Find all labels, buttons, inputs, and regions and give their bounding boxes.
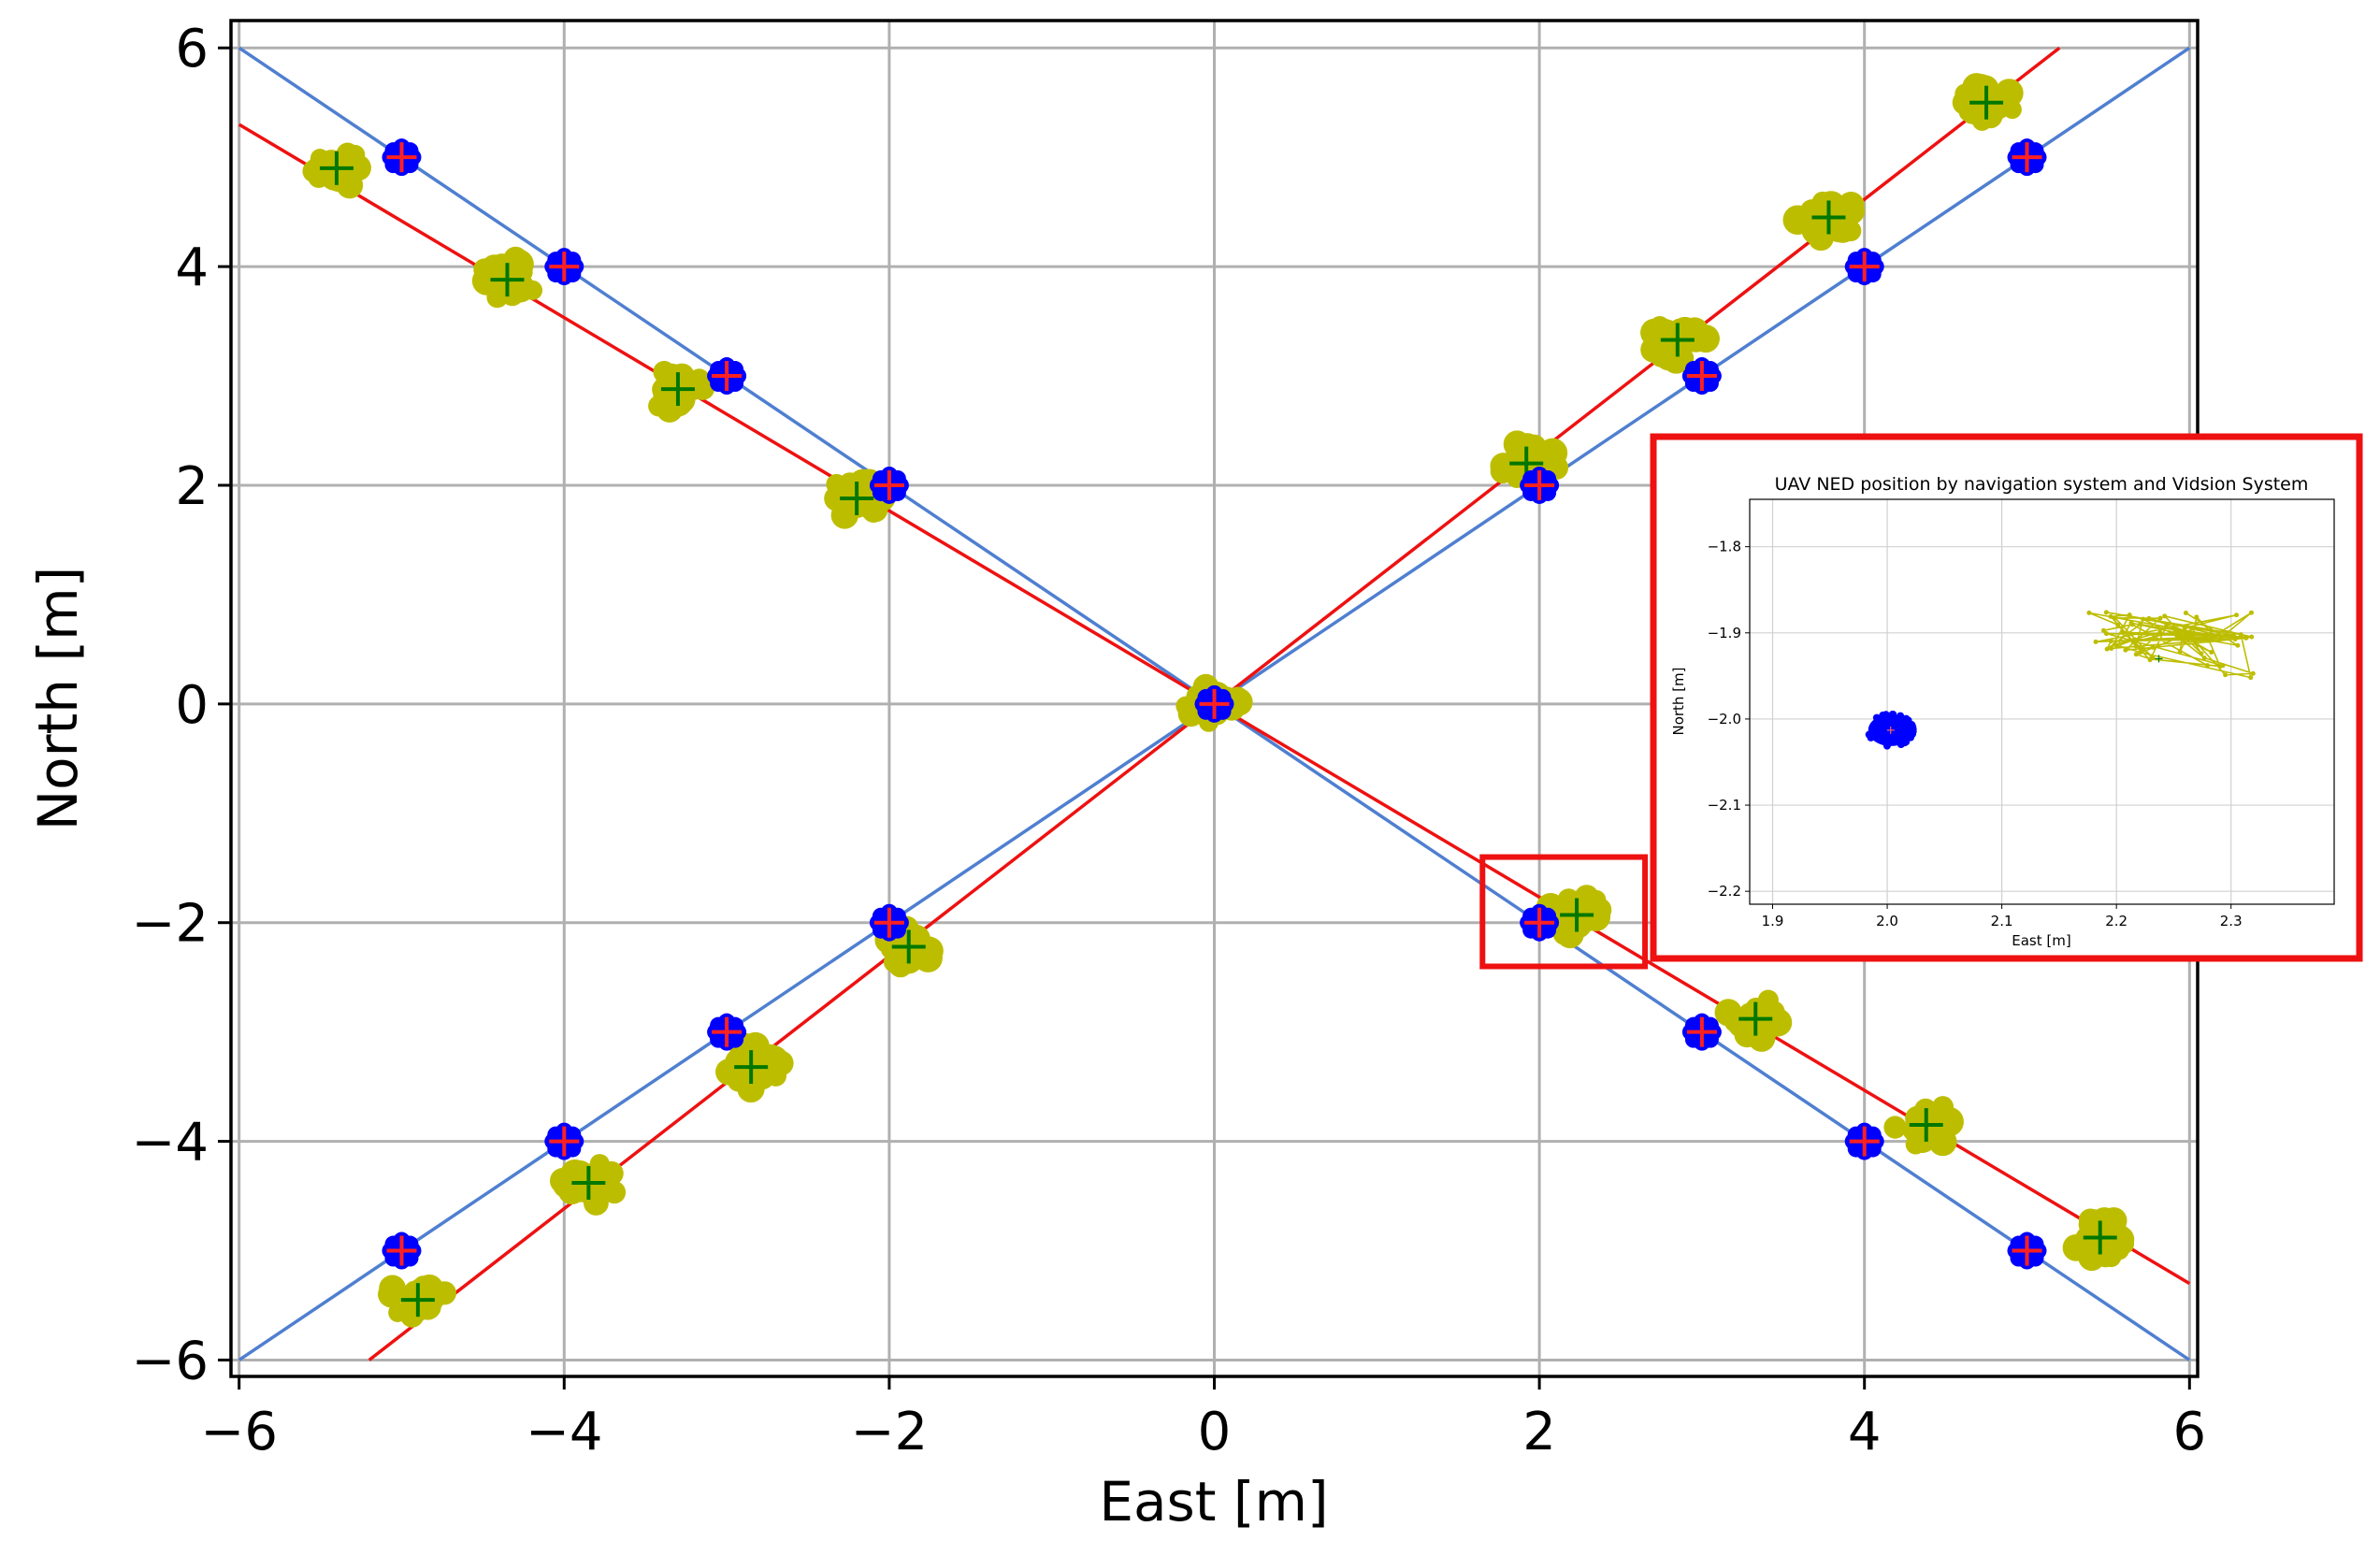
inset-navigation-cluster	[1865, 710, 1917, 750]
vision-point	[648, 360, 715, 423]
inset-x-tick-label: 2.2	[2105, 913, 2128, 929]
inset-x-tick-label: 2.0	[1876, 913, 1898, 929]
inset-x-ticks: 1.9 2.0 2.1 2.2 2.3	[1762, 904, 2243, 929]
x-axis-label: East [m]	[1099, 1470, 1328, 1534]
vision-point	[549, 1154, 627, 1216]
vision-point	[1640, 315, 1720, 374]
inset-vision-cluster	[2086, 610, 2256, 681]
navigation-point	[1520, 903, 1560, 942]
vision-point	[1714, 989, 1793, 1052]
inset-y-axis-label: North [m]	[1670, 667, 1687, 735]
x-tick-label: 4	[1848, 1402, 1882, 1462]
inset-x-tick-label: 2.3	[2220, 913, 2243, 929]
navigation-point	[382, 1231, 422, 1270]
inset-grid	[1750, 499, 2334, 904]
navigation-point	[382, 138, 422, 177]
vision-point	[1782, 191, 1866, 252]
navigation-point	[2007, 138, 2047, 177]
zoom-highlight-box	[1479, 854, 1649, 970]
vision-point	[471, 246, 543, 309]
navigation-point	[544, 1122, 584, 1160]
vision-point	[2062, 1207, 2135, 1272]
y-tick-label: −2	[131, 894, 209, 955]
y-tick-label: 0	[175, 675, 209, 736]
inset-panel: UAV NED position by navigation system an…	[1650, 433, 2363, 962]
inset-y-ticks: −2.2 −2.1 −2.0 −1.9 −1.8	[1708, 539, 1750, 900]
vision-point	[1952, 73, 2024, 131]
navigation-point	[1681, 1013, 1722, 1051]
x-tick-label: −4	[526, 1402, 603, 1462]
navigation-point	[544, 248, 584, 286]
main-navigation-series	[382, 138, 2047, 1270]
navigation-point	[1194, 684, 1234, 723]
inset-plot-frame	[1749, 498, 2335, 905]
inset-background	[1650, 433, 2363, 962]
y-tick-label: −6	[131, 1331, 209, 1391]
inset-x-tick-label: 2.1	[1991, 913, 2013, 929]
y-axis-label: North [m]	[26, 567, 90, 830]
vision-point	[1536, 885, 1612, 949]
x-tick-label: 0	[1198, 1402, 1232, 1462]
x-tick-label: −2	[851, 1402, 929, 1462]
inset-y-tick-label: −1.8	[1708, 539, 1741, 555]
navigation-point	[707, 357, 747, 396]
inset-x-axis-label: East [m]	[2012, 932, 2070, 949]
navigation-point	[869, 466, 909, 504]
navigation-point	[1681, 357, 1722, 396]
main-y-ticks: −6 −4 −2 0 2 4 6	[131, 19, 231, 1391]
vision-point	[1883, 1096, 1964, 1157]
vision-point	[874, 915, 944, 978]
inset-title: UAV NED position by navigation system an…	[1775, 474, 2309, 495]
inset-data	[1865, 610, 2256, 750]
x-tick-label: −6	[200, 1402, 278, 1462]
inset-y-tick-label: −1.9	[1708, 625, 1741, 641]
navigation-point	[707, 1013, 747, 1051]
vision-point	[302, 142, 371, 199]
inset-y-tick-label: −2.0	[1708, 711, 1741, 727]
x-tick-label: 6	[2172, 1402, 2206, 1462]
x-tick-label: 2	[1522, 1402, 1556, 1462]
y-tick-label: 4	[175, 238, 209, 298]
vision-point	[378, 1274, 456, 1328]
y-tick-label: −4	[131, 1113, 209, 1174]
y-tick-label: 6	[175, 19, 209, 79]
inset-y-tick-label: −2.1	[1708, 797, 1741, 814]
navigation-point	[2007, 1231, 2047, 1270]
navigation-point	[869, 903, 909, 942]
inset-y-tick-label: −2.2	[1708, 883, 1741, 900]
navigation-point	[1520, 466, 1560, 504]
main-plot: −6 −4 −2 0 2 4 6 −6 −4 −2 0 2 4 6 East [m] North [m]	[26, 19, 2206, 1534]
navigation-point	[1844, 248, 1884, 286]
inset-x-tick-label: 1.9	[1762, 913, 1784, 929]
navigation-point	[1844, 1122, 1884, 1160]
y-tick-label: 2	[175, 456, 209, 517]
main-x-ticks: −6 −4 −2 0 2 4 6	[200, 1376, 2206, 1462]
